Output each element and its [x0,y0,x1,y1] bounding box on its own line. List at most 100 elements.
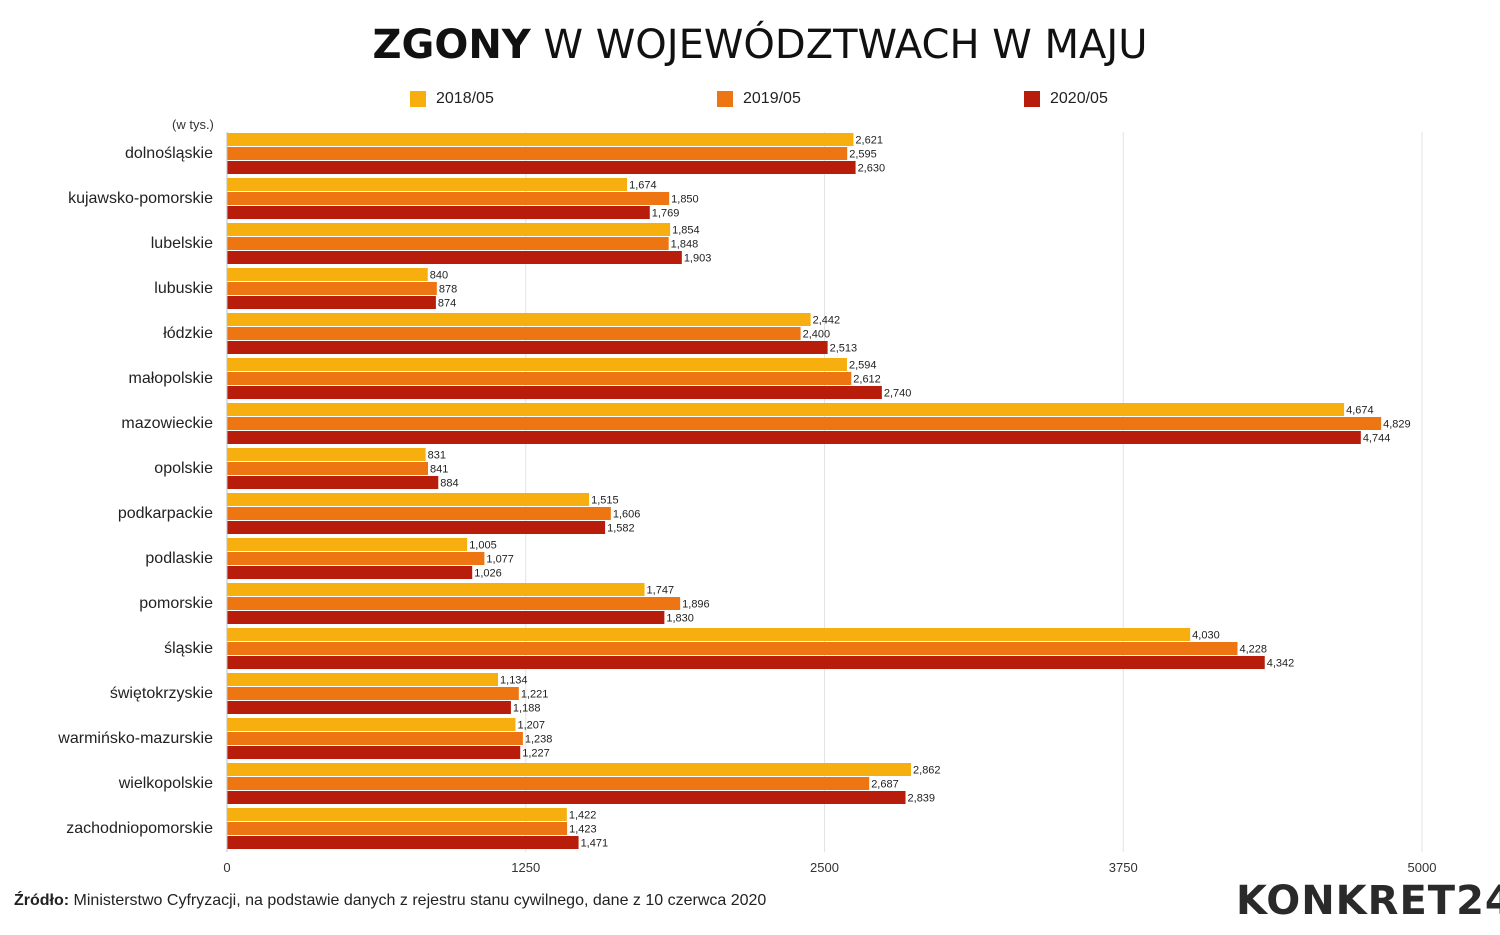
bar [227,476,439,489]
bar [227,732,523,745]
bar [227,808,567,821]
data-label: 2,687 [871,779,899,791]
data-label: 2,621 [855,135,883,147]
bar [227,448,426,461]
category-label: podkarpackie [118,505,213,522]
category-label: lubelskie [151,235,213,252]
bar [227,403,1345,416]
data-label: 4,829 [1383,419,1411,431]
category-label: kujawsko-pomorskie [68,190,213,207]
data-label: 841 [430,464,448,476]
category-label: lubuskie [154,280,213,297]
data-label: 4,228 [1239,644,1267,656]
bar [227,282,437,295]
category-label: małopolskie [129,370,214,387]
data-label: 831 [428,450,446,462]
data-label: 1,005 [469,540,497,552]
data-label: 1,854 [672,225,700,237]
data-label: 874 [438,298,456,310]
bar [227,206,650,219]
x-tick-label: 5000 [1408,860,1437,875]
category-label: śląskie [164,640,213,657]
data-label: 2,594 [849,360,877,372]
data-label: 2,400 [803,329,831,341]
bar [227,822,568,835]
legend-swatch-2018 [410,91,426,107]
data-label: 2,442 [813,315,841,327]
data-label: 1,134 [500,675,528,687]
bar [227,718,516,731]
data-label: 1,077 [486,554,514,566]
bar [227,223,671,236]
bar [227,791,906,804]
data-label: 1,221 [521,689,549,701]
data-label: 884 [440,478,458,490]
data-label: 1,471 [581,838,609,850]
source-footer: Źródło: Ministerstwo Cyfryzacji, na pods… [14,892,766,910]
bar [227,673,499,686]
data-label: 1,903 [684,253,712,265]
data-label: 2,740 [884,388,912,400]
bar [227,133,854,146]
bar [227,493,590,506]
bar [227,192,670,205]
bar [227,161,856,174]
bar [227,746,521,759]
category-label: pomorskie [139,595,213,612]
unit-label: (w tys.) [172,117,214,132]
data-label: 1,515 [591,495,619,507]
legend-swatch-2020 [1024,91,1040,107]
legend-swatch-2019 [717,91,733,107]
data-label: 1,674 [629,180,657,192]
bar [227,836,579,849]
bar [227,462,428,475]
data-label: 1,207 [517,720,545,732]
bar [227,431,1361,444]
bar [227,507,611,520]
data-label: 1,227 [522,748,550,760]
bar [227,701,511,714]
source-label: Źródło: [14,892,70,909]
legend: 2018/05 2019/05 2020/05 [0,90,1500,110]
data-label: 4,674 [1346,405,1374,417]
bar [227,296,436,309]
bar [227,763,912,776]
bar [227,237,669,250]
source-text: Ministerstwo Cyfryzacji, na podstawie da… [69,892,767,909]
legend-label-2020: 2020/05 [1050,90,1108,107]
bar [227,417,1382,430]
category-label: łódzkie [163,325,213,342]
category-label: świętokrzyskie [110,685,213,702]
data-label: 4,030 [1192,630,1220,642]
data-label: 1,238 [525,734,553,746]
bar [227,656,1265,669]
data-label: 2,862 [913,765,941,777]
category-label: zachodniopomorskie [66,820,213,837]
data-label: 840 [430,270,448,282]
legend-item-2019: 2019/05 [717,90,801,108]
data-label: 1,423 [569,824,597,836]
bar [227,178,628,191]
data-label: 878 [439,284,457,296]
bar [227,583,645,596]
data-label: 2,630 [858,163,886,175]
bar [227,372,852,385]
category-label: mazowieckie [121,415,213,432]
data-label: 4,342 [1267,658,1295,670]
bar [227,628,1191,641]
x-tick-label: 3750 [1109,860,1138,875]
category-label: opolskie [154,460,213,477]
data-label: 2,513 [830,343,858,355]
data-label: 1,747 [647,585,675,597]
data-label: 2,595 [849,149,877,161]
data-label: 1,188 [513,703,541,715]
data-label: 1,026 [474,568,502,580]
legend-item-2020: 2020/05 [1024,90,1108,108]
data-label: 2,839 [908,793,936,805]
brand-logo: KONKRET24 [1236,878,1500,924]
data-label: 4,744 [1363,433,1391,445]
title-bold: ZGONY [372,22,531,68]
category-label: wielkopolskie [118,775,213,792]
bar [227,777,870,790]
